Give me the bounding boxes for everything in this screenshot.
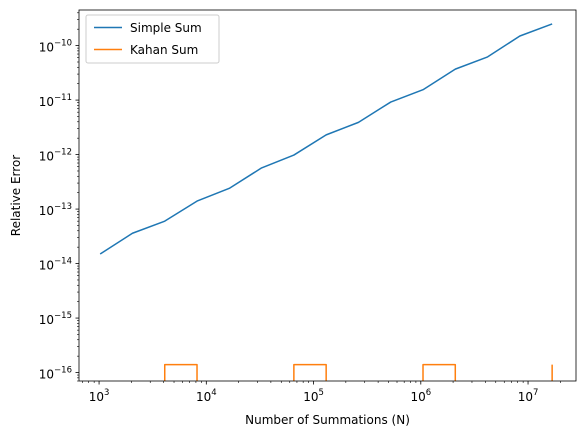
- x-axis: 103 104 105 106 107: [82, 381, 561, 404]
- y-tick-base: 10: [39, 95, 54, 109]
- y-tick-label: 10−15: [39, 311, 72, 327]
- y-tick-exponent: −16: [54, 366, 72, 376]
- y-tick-label: 10−13: [39, 202, 72, 218]
- x-tick-label: 104: [196, 388, 217, 404]
- x-tick-base: 10: [89, 390, 104, 404]
- x-tick-base: 10: [303, 390, 318, 404]
- x-tick-exponent: 3: [104, 388, 109, 398]
- y-tick-label: 10−11: [39, 93, 72, 109]
- legend-label-simple-sum: Simple Sum: [130, 21, 202, 35]
- series-layer: [99, 23, 553, 381]
- y-tick-base: 10: [39, 41, 54, 55]
- x-tick-label: 107: [518, 388, 539, 404]
- y-tick-exponent: −13: [54, 202, 72, 212]
- y-tick-exponent: −11: [54, 93, 72, 103]
- x-tick-exponent: 5: [318, 388, 323, 398]
- plot-frame: [78, 9, 577, 382]
- y-tick-exponent: −14: [54, 257, 72, 267]
- x-tick-base: 10: [196, 390, 211, 404]
- y-tick-label: 10−12: [39, 148, 72, 164]
- x-axis-label: Number of Summations (N): [245, 413, 410, 427]
- y-tick-exponent: −15: [54, 311, 72, 321]
- y-tick-base: 10: [39, 204, 54, 218]
- y-tick-base: 10: [39, 368, 54, 382]
- series-line-0: [99, 23, 553, 255]
- y-tick-label: 10−10: [39, 39, 72, 55]
- y-axis-label: Relative Error: [9, 155, 23, 237]
- series-line-1: [163, 363, 553, 381]
- x-tick-base: 10: [410, 390, 425, 404]
- x-tick-exponent: 4: [211, 388, 216, 398]
- y-tick-exponent: −12: [54, 148, 72, 158]
- x-tick-exponent: 7: [533, 388, 538, 398]
- y-tick-exponent: −10: [54, 39, 72, 49]
- x-tick-label: 106: [410, 388, 431, 404]
- legend: Simple Sum Kahan Sum: [85, 14, 220, 64]
- y-tick-label: 10−14: [39, 257, 72, 273]
- legend-label-kahan-sum: Kahan Sum: [130, 43, 198, 57]
- y-tick-base: 10: [39, 150, 54, 164]
- y-tick-base: 10: [39, 259, 54, 273]
- y-tick-label: 10−16: [39, 366, 72, 382]
- x-tick-base: 10: [518, 390, 533, 404]
- x-tick-label: 103: [89, 388, 110, 404]
- x-tick-label: 105: [303, 388, 324, 404]
- y-tick-base: 10: [39, 313, 54, 327]
- x-tick-exponent: 6: [426, 388, 431, 398]
